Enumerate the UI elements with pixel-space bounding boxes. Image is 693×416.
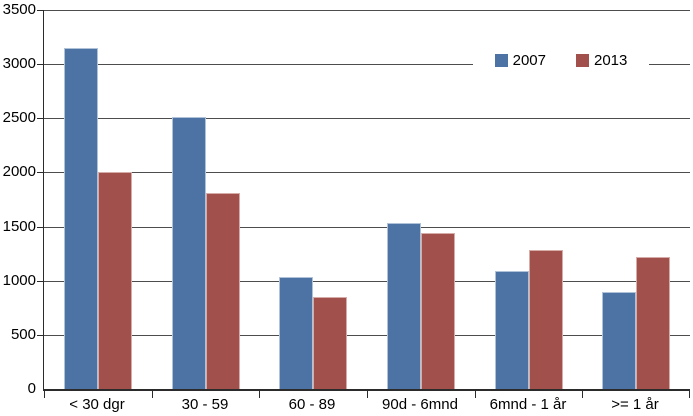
x-tick-2 — [259, 391, 260, 398]
bar-2013-6 — [636, 257, 670, 389]
x-tick-1 — [152, 391, 153, 398]
bar-2007-1 — [64, 48, 98, 389]
y-axis-label-1000: 1000 — [2, 271, 36, 289]
bar-2013-5 — [529, 250, 563, 389]
x-tick-6 — [689, 391, 690, 398]
gridline-3500 — [44, 10, 690, 11]
x-tick-0 — [44, 391, 45, 398]
x-axis-label-3: 60 - 89 — [288, 396, 336, 413]
bar-2007-5 — [495, 271, 529, 389]
y-tick-3000 — [37, 64, 44, 66]
x-axis-label-2: 30 - 59 — [181, 396, 229, 413]
gridline-2000 — [44, 172, 690, 174]
y-tick-1500 — [37, 226, 44, 228]
y-tick-2500 — [37, 118, 44, 120]
legend-label-2007: 2007 — [512, 51, 546, 69]
legend-item-2007: 2007 — [494, 51, 546, 69]
y-axis-label-0: 0 — [27, 380, 36, 397]
gridline-500 — [44, 334, 690, 336]
y-axis-label-3500: 3500 — [2, 1, 36, 18]
gridline-2500 — [44, 118, 690, 120]
bar-2013-2 — [206, 193, 240, 389]
legend-swatch-2013 — [576, 53, 589, 67]
x-axis-label-5: 6mnd - 1 år — [489, 396, 567, 413]
y-tick-3500 — [37, 10, 44, 11]
y-tick-2000 — [37, 172, 44, 174]
y-axis-label-500: 500 — [10, 325, 36, 343]
legend-swatch-2007 — [494, 53, 508, 67]
y-axis-label-2500: 2500 — [2, 109, 36, 127]
y-axis-label-3000: 3000 — [2, 55, 36, 73]
gridline-1500 — [44, 226, 690, 228]
plot-area — [37, 10, 690, 398]
x-axis-label-4: 90d - 6mnd — [382, 396, 458, 413]
bar-2013-3 — [313, 297, 347, 389]
bar-2007-2 — [172, 117, 206, 389]
x-axis-label-1: < 30 dgr — [69, 396, 125, 413]
y-tick-1000 — [37, 280, 44, 282]
x-tick-3 — [367, 391, 368, 398]
y-axis-label-1500: 1500 — [2, 217, 36, 235]
bar-2013-4 — [421, 233, 455, 389]
bar-2007-3 — [279, 277, 313, 389]
gridline-3000 — [44, 64, 690, 66]
gridline-1000 — [44, 280, 690, 282]
bar-2007-4 — [387, 223, 421, 389]
x-axis-label-6: >= 1 år — [611, 396, 659, 413]
legend-label-2013: 2013 — [594, 51, 628, 69]
x-tick-5 — [582, 391, 583, 398]
bar-2013-1 — [98, 172, 132, 389]
legend-item-2013: 2013 — [576, 52, 627, 69]
legend: 2007 2013 — [473, 45, 649, 75]
y-axis-label-2000: 2000 — [2, 163, 36, 181]
x-tick-4 — [475, 391, 476, 398]
y-tick-500 — [37, 334, 44, 336]
bar-2007-6 — [602, 292, 636, 389]
